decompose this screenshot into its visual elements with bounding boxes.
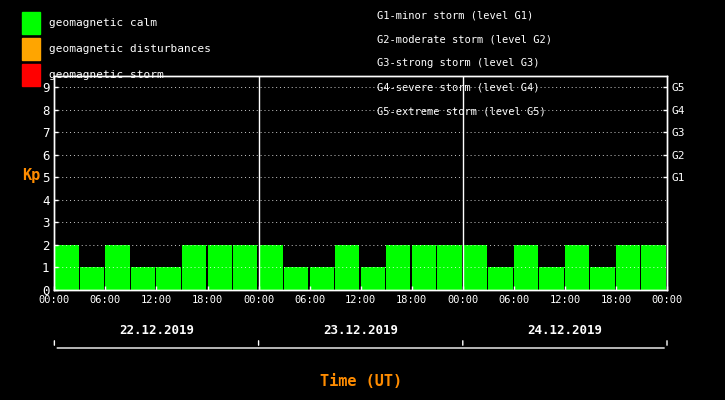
Text: 22.12.2019: 22.12.2019 (119, 324, 194, 336)
Bar (105, 245, 130, 290)
Bar (642, 245, 666, 290)
Text: geomagnetic calm: geomagnetic calm (49, 18, 157, 28)
Bar (131, 268, 155, 290)
Text: G4-severe storm (level G4): G4-severe storm (level G4) (377, 82, 539, 92)
Bar (489, 268, 513, 290)
Text: G2-moderate storm (level G2): G2-moderate storm (level G2) (377, 34, 552, 44)
Bar (539, 268, 563, 290)
Y-axis label: Kp: Kp (22, 168, 40, 183)
Bar (590, 268, 615, 290)
Bar (157, 268, 181, 290)
Bar (360, 268, 385, 290)
Bar (310, 268, 334, 290)
Bar (412, 245, 436, 290)
Bar (284, 268, 308, 290)
Bar (514, 245, 538, 290)
Bar (616, 245, 640, 290)
Bar (182, 245, 206, 290)
Bar (259, 245, 283, 290)
Bar (386, 245, 410, 290)
Text: Time (UT): Time (UT) (320, 374, 402, 390)
Bar (54, 245, 78, 290)
Bar (437, 245, 462, 290)
Text: G3-strong storm (level G3): G3-strong storm (level G3) (377, 58, 539, 68)
Bar (207, 245, 232, 290)
Text: geomagnetic storm: geomagnetic storm (49, 70, 163, 80)
Text: geomagnetic disturbances: geomagnetic disturbances (49, 44, 210, 54)
Text: G5-extreme storm (level G5): G5-extreme storm (level G5) (377, 106, 546, 116)
Bar (565, 245, 589, 290)
Bar (80, 268, 104, 290)
Bar (335, 245, 360, 290)
Bar (233, 245, 257, 290)
Text: 23.12.2019: 23.12.2019 (323, 324, 398, 336)
Text: G1-minor storm (level G1): G1-minor storm (level G1) (377, 10, 534, 20)
Text: 24.12.2019: 24.12.2019 (527, 324, 602, 336)
Bar (463, 245, 487, 290)
